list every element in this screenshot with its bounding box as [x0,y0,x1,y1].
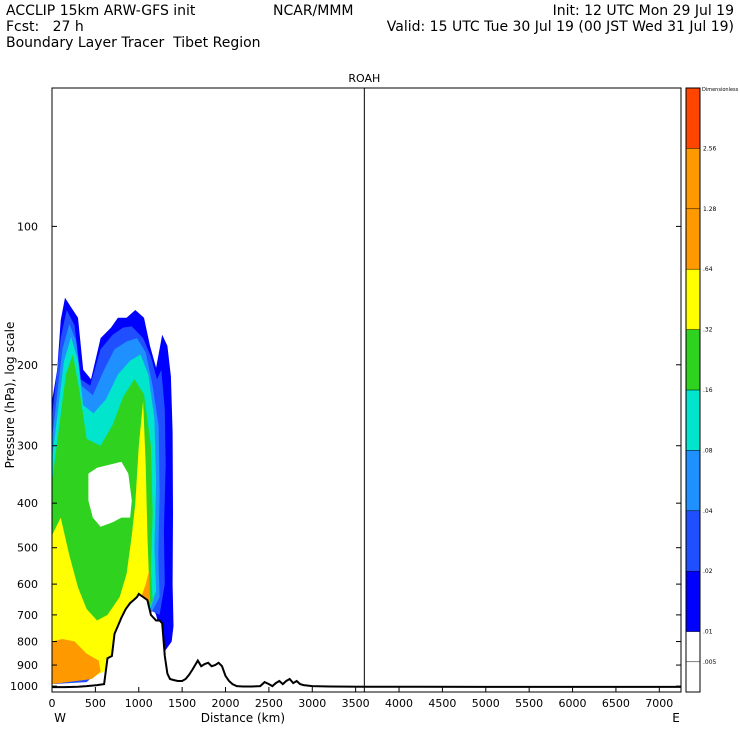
x-tick-label: 4500 [428,697,456,710]
x-tick-label: 4000 [385,697,413,710]
y-tick-label: 900 [17,659,38,672]
forecast-hour: Fcst: 27 h [6,19,84,35]
colorbar-tick-label: .04 [703,508,713,515]
terrain-line [52,592,681,689]
terrain-mask [52,593,681,692]
x-tick-label: 7000 [645,697,673,710]
x-axis: 0 500 1000 1500 2000 2500 3000 3500 4000 4500 5000… [49,687,673,710]
tracer-fill [52,297,174,685]
y-axis-label: Pressure (hPa), log scale [3,322,17,469]
x-tick-label: 500 [85,697,106,710]
colorbar-band [686,390,700,451]
colorbar-tick-label: 2.56 [703,145,717,152]
colorbar-band [686,148,700,209]
tracer-free-region [88,461,132,527]
colorbar-band [686,269,700,330]
x-tick-label: 2000 [212,697,240,710]
valid-time: Valid: 15 UTC Tue 30 Jul 19 (00 JST Wed … [386,19,734,35]
x-tick-label: 6500 [602,697,630,710]
y-axis: 100 200 300 400 500 600 700 800 900 1000 [10,220,681,693]
west-label: W [54,711,66,725]
colorbar-tick-label: .16 [703,387,713,394]
colorbar-label: Dimensionless [702,87,739,93]
colorbar-band [686,571,700,632]
org-label: NCAR/MMM [273,3,354,19]
tracer-level-7 [52,639,101,685]
x-tick-label: 0 [49,697,56,710]
y-tick-label: 200 [17,359,38,372]
y-tick-label: 700 [17,609,38,622]
y-tick-label: 100 [17,220,38,233]
init-time: Init: 12 UTC Mon 29 Jul 19 [552,3,734,19]
colorbar-tick-label: .64 [703,266,713,273]
colorbar-band [686,450,700,511]
x-tick-label: 1000 [125,697,153,710]
x-tick-label: 3500 [342,697,370,710]
x-tick-label: 2500 [255,697,283,710]
y-tick-label: 800 [17,636,38,649]
x-tick-label: 6000 [559,697,587,710]
y-tick-label: 600 [17,578,38,591]
colorbar-tick-label: .01 [703,629,713,636]
model-title: ACCLIP 15km ARW-GFS init [6,3,196,19]
colorbar-tick-label: .08 [703,447,713,454]
colorbar-band [686,510,700,572]
y-tick-label: 300 [17,440,38,453]
x-tick-label: 1500 [168,697,196,710]
y-tick-label: 500 [17,542,38,555]
colorbar-tick-label: .32 [703,327,713,334]
colorbar-band [686,88,700,149]
x-tick-label: 3000 [298,697,326,710]
product-title: Boundary Layer Tracer Tibet Region [6,35,261,51]
plot-frame [51,87,682,693]
chart-title: ROAH [348,72,380,85]
colorbar-tick-label: 1.28 [703,206,717,213]
colorbar-band [686,329,700,390]
colorbar: Dimensionless .005 .01 .02 .04 .08 .16 .32 .64 1.… [685,87,739,693]
colorbar-tick-label: .005 [703,659,717,666]
x-tick-label: 5500 [515,697,543,710]
x-tick-label: 5000 [472,697,500,710]
y-tick-label: 400 [17,497,38,510]
colorbar-band [686,208,700,270]
east-label: E [672,711,680,725]
y-tick-label: 1000 [10,680,38,693]
x-axis-label: Distance (km) [201,711,285,725]
terrain-profile [52,592,681,692]
colorbar-tick-label: .02 [703,568,713,575]
